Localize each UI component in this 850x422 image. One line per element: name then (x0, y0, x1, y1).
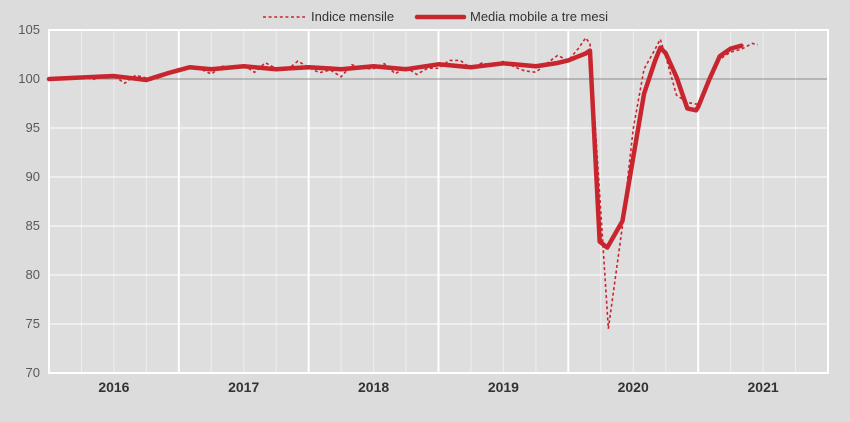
svg-text:Media mobile a tre mesi: Media mobile a tre mesi (470, 9, 608, 24)
svg-text:75: 75 (26, 316, 40, 331)
svg-text:2018: 2018 (358, 379, 389, 395)
svg-text:90: 90 (26, 169, 40, 184)
svg-text:2019: 2019 (488, 379, 519, 395)
svg-text:95: 95 (26, 120, 40, 135)
svg-text:2017: 2017 (228, 379, 259, 395)
svg-text:2021: 2021 (748, 379, 779, 395)
svg-text:80: 80 (26, 267, 40, 282)
svg-text:2020: 2020 (618, 379, 649, 395)
svg-text:105: 105 (18, 22, 40, 37)
svg-text:85: 85 (26, 218, 40, 233)
svg-text:Indice mensile: Indice mensile (311, 9, 394, 24)
svg-text:2016: 2016 (98, 379, 129, 395)
svg-text:70: 70 (26, 365, 40, 380)
svg-text:100: 100 (18, 71, 40, 86)
